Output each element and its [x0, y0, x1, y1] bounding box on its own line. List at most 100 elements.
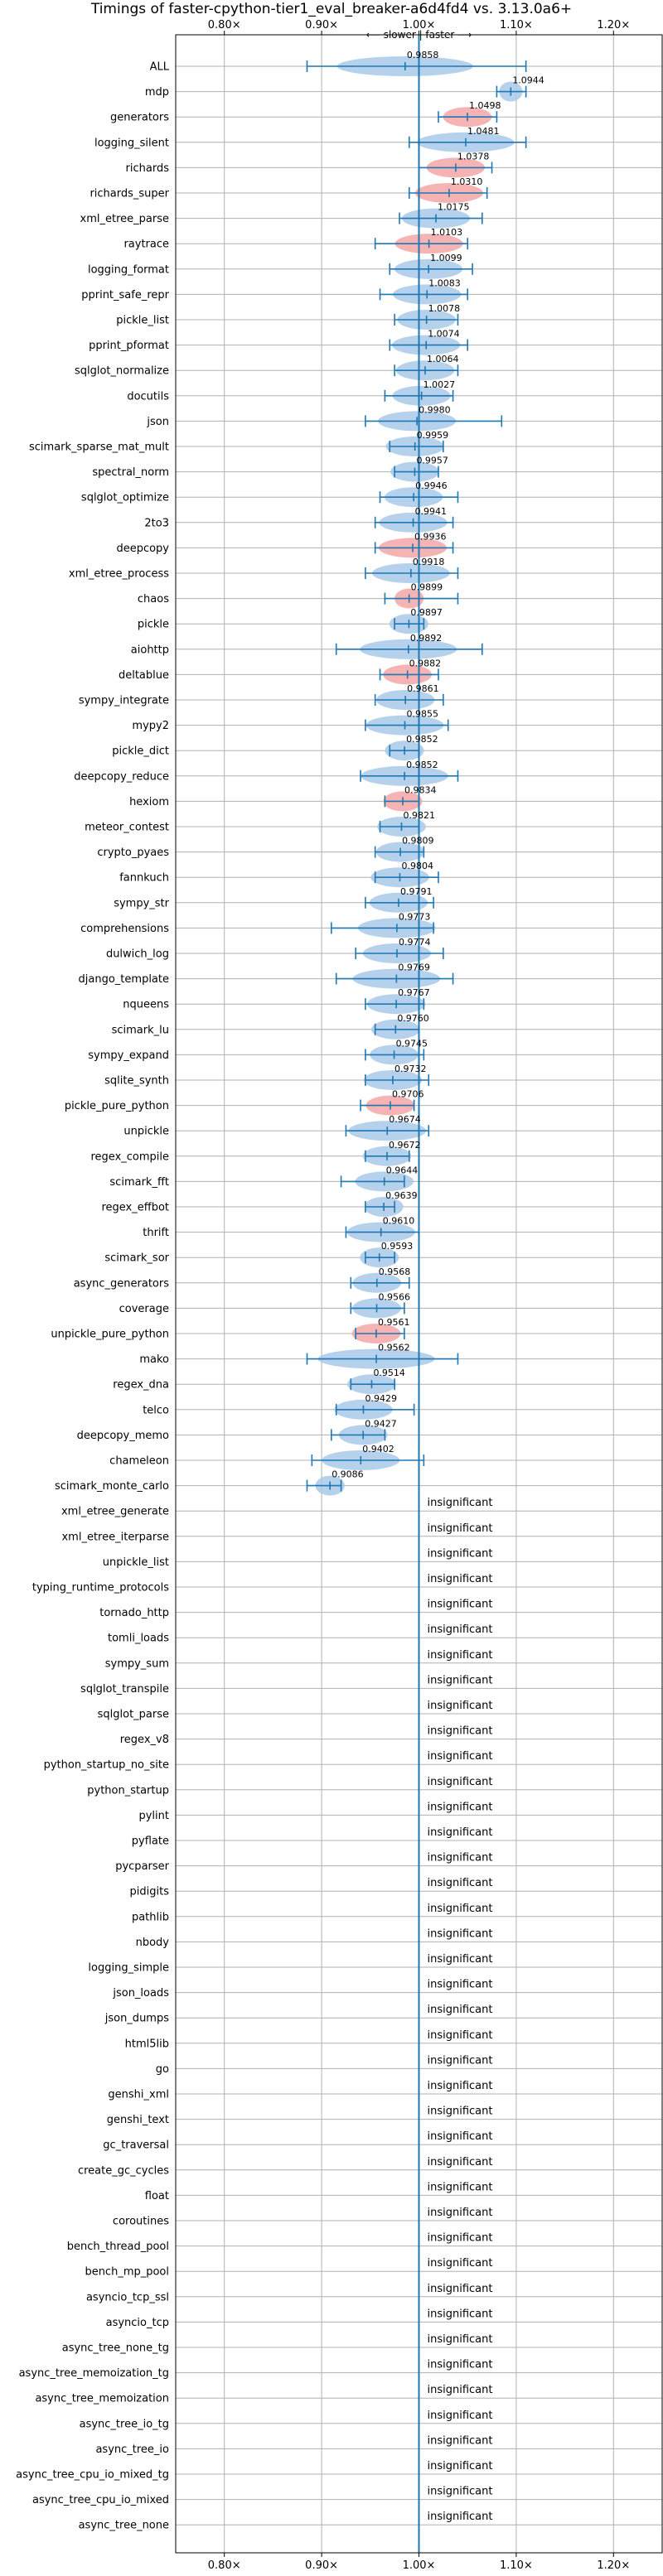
- benchmark-label: sqlglot_parse: [98, 1709, 169, 1721]
- value-label: 0.9402: [362, 1444, 394, 1454]
- insignificant-label: insignificant: [428, 1522, 493, 1535]
- value-label: 0.9918: [413, 557, 444, 567]
- top-tick-label: 0.80×: [208, 19, 241, 31]
- insignificant-label: insignificant: [428, 1877, 493, 1889]
- benchmark-label: sympy_str: [114, 897, 169, 909]
- value-label: 0.9674: [389, 1114, 421, 1125]
- benchmark-label: sqlite_synth: [104, 1075, 169, 1088]
- value-label: 0.9767: [398, 987, 430, 998]
- insignificant-label: insignificant: [428, 1776, 493, 1788]
- benchmark-label: asyncio_tcp_ssl: [86, 2291, 169, 2303]
- value-label: 0.9514: [373, 1368, 405, 1378]
- benchmark-label: pickle: [138, 619, 169, 631]
- value-label: 1.0310: [451, 176, 483, 187]
- benchmark-label: xml_etree_generate: [61, 1506, 169, 1518]
- insignificant-label: insignificant: [428, 1497, 493, 1509]
- bottom-tick-label: 1.00×: [403, 2559, 436, 2572]
- benchmark-label: chameleon: [109, 1455, 169, 1468]
- benchmark-label: scimark_sparse_mat_mult: [29, 441, 169, 454]
- benchmark-label: hexiom: [129, 796, 169, 808]
- benchmark-label: 2to3: [144, 517, 169, 529]
- benchmark-label: pylint: [138, 1810, 169, 1822]
- benchmark-label: async_tree_none: [79, 2520, 169, 2532]
- benchmark-label: deltablue: [119, 669, 169, 682]
- benchmark-label: logging_simple: [88, 1962, 169, 1975]
- benchmark-label: pycparser: [115, 1860, 169, 1873]
- benchmark-label: regex_dna: [113, 1379, 169, 1392]
- value-label: 0.9427: [365, 1418, 397, 1429]
- insignificant-label: insignificant: [428, 2054, 493, 2067]
- value-label: 0.9941: [415, 506, 447, 517]
- value-label: 1.0103: [431, 227, 463, 238]
- value-label: 0.9429: [365, 1393, 397, 1404]
- benchmark-label: scimark_monte_carlo: [55, 1480, 169, 1493]
- benchmark-label: pickle_pure_python: [65, 1100, 169, 1112]
- benchmark-label: unpickle_pure_python: [51, 1329, 169, 1341]
- benchmark-label: json: [146, 416, 169, 428]
- value-label: 0.9899: [411, 582, 443, 593]
- benchmark-label: fannkuch: [119, 872, 169, 885]
- value-label: 0.9858: [407, 50, 439, 60]
- benchmark-label: logging_silent: [94, 137, 169, 149]
- benchmark-label: generators: [110, 112, 169, 124]
- insignificant-label: insignificant: [428, 2029, 493, 2042]
- insignificant-label: insignificant: [428, 1927, 493, 1940]
- value-label: 0.9732: [394, 1064, 427, 1074]
- benchmark-label: nbody: [136, 1937, 170, 1949]
- benchmark-label: genshi_text: [107, 2114, 169, 2126]
- value-label: 0.9086: [332, 1469, 364, 1480]
- value-label: 0.9769: [398, 962, 430, 973]
- benchmark-label: mdp: [145, 86, 169, 99]
- value-label: 0.9672: [389, 1140, 421, 1151]
- value-label: 1.0083: [428, 277, 461, 288]
- benchmark-label: async_tree_memoization: [35, 2393, 169, 2405]
- insignificant-label: insignificant: [428, 2283, 493, 2295]
- benchmark-label: sqlglot_normalize: [75, 365, 169, 378]
- benchmark-label: async_tree_none_tg: [62, 2342, 169, 2355]
- insignificant-label: insignificant: [428, 2434, 493, 2447]
- benchmark-label: tomli_loads: [108, 1633, 169, 1645]
- benchmark-label: sympy_sum: [105, 1657, 169, 1670]
- value-label: 0.9852: [406, 760, 438, 770]
- insignificant-label: insignificant: [428, 1649, 493, 1662]
- benchmark-label: async_tree_cpu_io_mixed_tg: [16, 2469, 169, 2482]
- insignificant-label: insignificant: [428, 2207, 493, 2219]
- benchmark-label: python_startup_no_site: [44, 1759, 169, 1772]
- value-label: 0.9774: [399, 937, 431, 948]
- value-label: 0.9773: [399, 911, 431, 922]
- benchmark-label: async_tree_io: [95, 2443, 169, 2456]
- benchmark-label: unpickle: [123, 1126, 169, 1138]
- benchmark-label: spectral_norm: [92, 466, 169, 479]
- benchmark-label: raytrace: [123, 239, 169, 251]
- benchmark-label: meteor_contest: [85, 822, 169, 834]
- insignificant-label: insignificant: [428, 1674, 493, 1686]
- insignificant-label: insignificant: [428, 2156, 493, 2168]
- insignificant-label: insignificant: [428, 1826, 493, 1839]
- value-label: 0.9568: [379, 1266, 411, 1277]
- insignificant-label: insignificant: [428, 2257, 493, 2270]
- top-tick-label: 0.90×: [305, 19, 338, 31]
- benchmark-label: crypto_pyaes: [97, 847, 169, 859]
- value-label: 0.9804: [401, 861, 433, 871]
- benchmark-label: async_tree_io_tg: [80, 2418, 169, 2430]
- benchmark-label: comprehensions: [80, 923, 169, 935]
- benchmark-label: bench_mp_pool: [85, 2266, 169, 2279]
- value-label: 0.9706: [392, 1089, 424, 1100]
- value-label: 0.9644: [386, 1165, 419, 1175]
- bottom-tick-label: 1.10×: [500, 2559, 533, 2572]
- label-layer: ALL mdp generators logging_silent richards ri…: [16, 50, 544, 2532]
- benchmark-label: deepcopy_reduce: [74, 770, 169, 783]
- insignificant-label: insignificant: [428, 2181, 493, 2193]
- insignificant-label: insignificant: [428, 2460, 493, 2472]
- benchmark-label: pathlib: [132, 1911, 169, 1923]
- benchmark-label: pprint_pformat: [89, 340, 169, 352]
- plot-frame: [175, 34, 663, 2554]
- value-label: 1.0064: [427, 354, 459, 364]
- insignificant-label: insignificant: [428, 2333, 493, 2346]
- insignificant-label: insignificant: [428, 1852, 493, 1864]
- benchmark-label: ALL: [150, 61, 170, 74]
- insignificant-label: insignificant: [428, 2486, 493, 2498]
- benchmark-label: async_generators: [74, 1277, 170, 1290]
- benchmark-label: deepcopy_memo: [77, 1430, 169, 1442]
- benchmark-label: deepcopy: [116, 543, 169, 555]
